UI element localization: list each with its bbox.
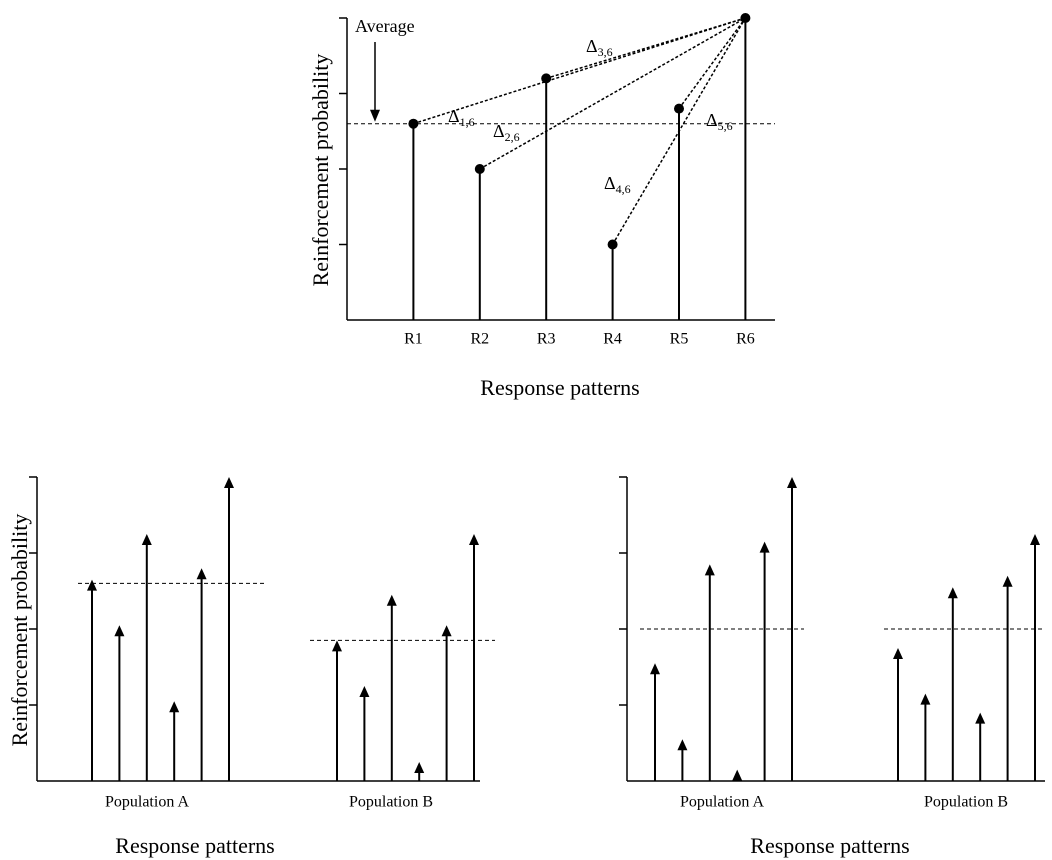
- x-tick-label: Population B: [924, 794, 1008, 811]
- delta-label: Δ5,6: [706, 110, 733, 133]
- arrow-head: [469, 534, 479, 545]
- arrow-head: [1030, 534, 1040, 545]
- annotation: Average: [355, 16, 415, 36]
- delta-label: Δ4,6: [604, 173, 631, 196]
- arrow-head: [87, 579, 97, 591]
- delta-symbol: Δ: [586, 36, 598, 56]
- arrow-head: [414, 762, 425, 773]
- x-tick-label: Population A: [105, 794, 189, 811]
- arrow-head: [169, 701, 180, 713]
- arrow-head: [114, 625, 125, 637]
- arrow-head: [704, 564, 715, 576]
- delta-subscript: 3,6: [598, 45, 613, 59]
- x-tick-label: R2: [470, 331, 489, 348]
- x-axis-label: Response patterns: [115, 833, 274, 858]
- delta-label: Δ3,6: [586, 36, 613, 59]
- delta-symbol: Δ: [604, 173, 616, 193]
- arrow-head: [677, 739, 688, 751]
- delta-label: Δ1,6: [448, 106, 475, 129]
- arrow-head: [359, 686, 370, 697]
- point: [408, 118, 419, 129]
- arrow-head: [920, 693, 931, 705]
- delta-subscript: 2,6: [505, 130, 520, 144]
- point: [674, 103, 684, 114]
- x-axis-label: Response patterns: [750, 833, 909, 858]
- delta-symbol: Δ: [706, 110, 718, 130]
- point: [740, 13, 751, 23]
- arrow-head: [975, 712, 986, 724]
- arrow-head: [650, 663, 660, 675]
- x-tick-label: Population A: [680, 794, 764, 811]
- x-tick-label: R6: [736, 331, 755, 348]
- delta-symbol: Δ: [448, 106, 460, 126]
- arrow-head: [1002, 575, 1013, 587]
- delta-label: Δ2,6: [493, 121, 520, 144]
- arrow-head: [224, 477, 234, 488]
- delta-line: [678, 17, 747, 110]
- x-tick-label: Population B: [349, 794, 433, 811]
- arrow-head: [893, 648, 903, 659]
- arrow-head: [332, 640, 342, 652]
- delta-line: [413, 17, 746, 125]
- delta-subscript: 1,6: [460, 115, 475, 129]
- point: [541, 73, 552, 84]
- x-tick-label: R4: [603, 331, 622, 348]
- arrow-head: [759, 541, 770, 553]
- point: [474, 164, 485, 174]
- arrow-head: [787, 477, 797, 488]
- arrow-head: [386, 594, 397, 606]
- arrow-head: [947, 587, 958, 599]
- delta-subscript: 5,6: [718, 119, 733, 133]
- annotation-arrow-head: [370, 109, 380, 122]
- y-axis-label: Reinforcement probability: [7, 514, 32, 747]
- y-axis-label: Reinforcement probability: [308, 54, 333, 287]
- x-tick-label: R3: [537, 331, 556, 348]
- x-tick-label: R1: [404, 331, 423, 348]
- delta-line: [479, 17, 746, 170]
- point: [607, 239, 618, 250]
- delta-symbol: Δ: [493, 121, 505, 141]
- x-axis-label: Response patterns: [480, 375, 639, 400]
- x-tick-label: R5: [670, 331, 689, 348]
- delta-line: [545, 17, 746, 80]
- arrow-head: [441, 625, 452, 637]
- arrow-head: [732, 769, 743, 781]
- delta-subscript: 4,6: [616, 182, 631, 196]
- arrow-head: [141, 534, 152, 545]
- arrow-head: [196, 568, 207, 580]
